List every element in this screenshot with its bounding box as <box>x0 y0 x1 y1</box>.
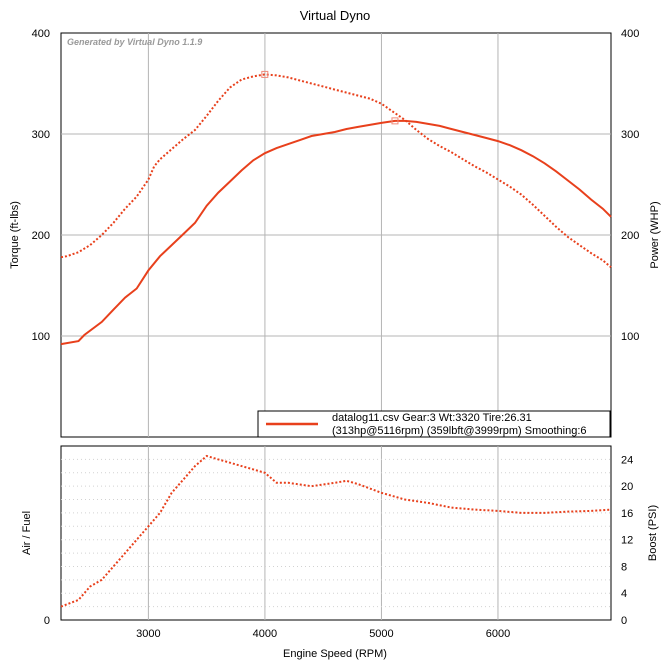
x-tick: 4000 <box>253 628 277 640</box>
x-tick: 6000 <box>486 628 510 640</box>
y-tick-left-top: 100 <box>32 331 50 343</box>
y-tick-right-bottom: 24 <box>621 454 633 466</box>
y-tick-right-top: 400 <box>621 28 639 40</box>
x-tick: 5000 <box>369 628 393 640</box>
top-grid <box>61 33 611 437</box>
y-tick-left-top: 200 <box>32 230 50 242</box>
y-tick-right-top: 100 <box>621 331 639 343</box>
x-axis-label: Engine Speed (RPM) <box>283 648 387 660</box>
y-tick-right-top: 200 <box>621 230 639 242</box>
y-tick-right-bottom: 20 <box>621 481 633 493</box>
watermark: Generated by Virtual Dyno 1.1.9 <box>67 37 202 47</box>
legend-line-1: datalog11.csv Gear:3 Wt:3320 Tire:26.31 <box>332 412 532 424</box>
bottom-series <box>60 454 612 608</box>
y-tick-left-top: 300 <box>32 129 50 141</box>
y-tick-right-bottom: 12 <box>621 535 633 547</box>
x-tick: 3000 <box>136 628 160 640</box>
y-axis-label-left-bottom: Air / Fuel <box>21 511 33 555</box>
bottom-grid <box>61 446 611 620</box>
legend: datalog11.csv Gear:3 Wt:3320 Tire:26.31 … <box>257 410 611 438</box>
airfuel-boost-plot-area <box>60 445 612 621</box>
legend-line-2: (313hp@5116rpm) (359lbft@3999rpm) Smooth… <box>332 425 587 437</box>
y-tick-left-bottom: 0 <box>44 615 50 627</box>
chart-title: Virtual Dyno <box>300 8 371 23</box>
y-tick-right-bottom: 4 <box>621 588 627 600</box>
y-axis-label-left-top: Torque (ft-lbs) <box>9 201 21 269</box>
boost-line <box>60 454 612 608</box>
y-tick-left-top: 400 <box>32 28 50 40</box>
y-tick-right-bottom: 8 <box>621 561 627 573</box>
y-tick-right-bottom: 16 <box>621 508 633 520</box>
y-tick-right-top: 300 <box>621 129 639 141</box>
bottom-ticks: 3000 4000 5000 6000 0 4 8 12 16 20 24 0 <box>44 454 633 640</box>
top-series <box>60 70 612 346</box>
torque-peak-marker <box>261 70 269 78</box>
y-tick-right-bottom: 0 <box>621 615 627 627</box>
y-axis-label-right-bottom: Boost (PSI) <box>647 505 659 561</box>
power-line <box>60 119 612 346</box>
top-ticks: 100 200 300 400 100 200 300 400 <box>32 28 640 343</box>
power-peak-marker <box>391 117 399 125</box>
y-axis-label-right-top: Power (WHP) <box>649 201 661 268</box>
